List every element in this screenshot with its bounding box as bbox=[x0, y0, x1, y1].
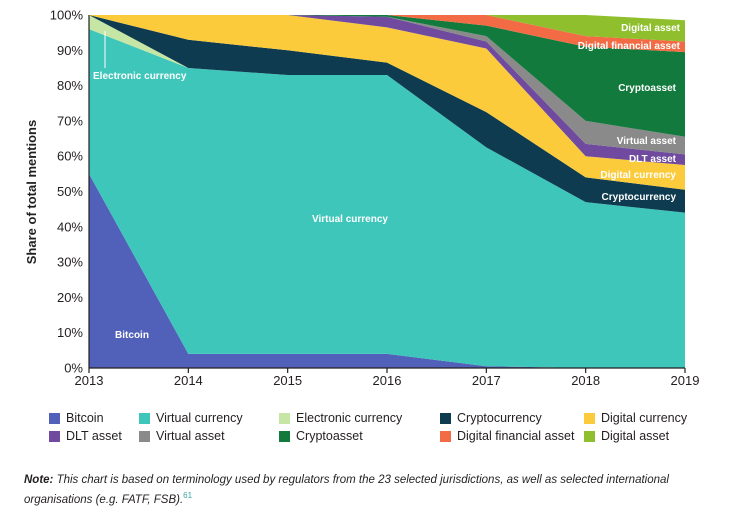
y-tick-label: 0% bbox=[64, 361, 83, 376]
y-tick-label: 40% bbox=[57, 219, 83, 234]
legend-item-digital-financial-asset: Digital financial asset bbox=[440, 429, 574, 443]
legend-item-virtual-asset: Virtual asset bbox=[139, 429, 225, 443]
legend-item-digital-asset: Digital asset bbox=[584, 429, 669, 443]
area-virtual-asset bbox=[89, 15, 685, 155]
legend-label: Digital asset bbox=[601, 429, 670, 443]
area-label-digital-asset: Digital asset bbox=[621, 23, 681, 34]
y-tick-label: 70% bbox=[57, 113, 83, 128]
legend-swatch bbox=[440, 412, 451, 424]
area-digital-financial-asset bbox=[89, 15, 685, 53]
legend-item-virtual-currency: Virtual currency bbox=[139, 411, 243, 425]
y-tick-label: 60% bbox=[57, 149, 83, 164]
legend-swatch bbox=[584, 430, 595, 442]
legend-item-dlt-asset: DLT asset bbox=[49, 429, 122, 443]
legend-label: Digital financial asset bbox=[457, 429, 575, 443]
legend-swatch bbox=[139, 430, 150, 442]
y-tick-label: 30% bbox=[57, 255, 83, 270]
legend-label: Electronic currency bbox=[296, 411, 403, 425]
legend-item-bitcoin: Bitcoin bbox=[49, 411, 104, 425]
chart-areas bbox=[89, 15, 685, 369]
area-label-virtual-asset: Virtual asset bbox=[617, 136, 677, 147]
area-label-electronic-currency: Electronic currency bbox=[93, 71, 187, 82]
chart-note: Note: This chart is based on terminology… bbox=[24, 473, 724, 508]
area-cryptocurrency bbox=[89, 15, 685, 213]
area-bitcoin bbox=[89, 173, 685, 368]
legend-item-electronic-currency: Electronic currency bbox=[279, 411, 402, 425]
y-tick-label: 90% bbox=[57, 43, 83, 58]
legend-label: Virtual currency bbox=[156, 411, 243, 425]
area-virtual-currency bbox=[89, 29, 685, 369]
area-cryptoasset bbox=[89, 15, 685, 137]
legend-swatch bbox=[584, 412, 595, 424]
legend-label: Cryptoasset bbox=[296, 429, 363, 443]
legend-label: Cryptocurrency bbox=[457, 411, 542, 425]
legend-swatch bbox=[279, 412, 290, 424]
legend-item-digital-currency: Digital currency bbox=[584, 411, 687, 425]
area-label-digital-currency: Digital currency bbox=[600, 170, 676, 181]
x-tick-label: 2013 bbox=[75, 373, 104, 388]
x-tick-label: 2019 bbox=[671, 373, 700, 388]
area-label-dlt-asset: DLT asset bbox=[629, 154, 677, 165]
x-tick-label: 2016 bbox=[373, 373, 402, 388]
note-text: This chart is based on terminology used … bbox=[24, 474, 669, 506]
legend-swatch bbox=[440, 430, 451, 442]
area-digital-asset bbox=[89, 15, 685, 42]
note-prefix: Note: bbox=[24, 474, 54, 486]
legend-label: Virtual asset bbox=[156, 429, 225, 443]
x-tick-label: 2017 bbox=[472, 373, 501, 388]
legend-swatch bbox=[279, 430, 290, 442]
legend-label: Bitcoin bbox=[66, 411, 104, 425]
chart-area-labels: Bitcoin Virtual currency Electronic curren… bbox=[93, 23, 681, 341]
area-label-bitcoin: Bitcoin bbox=[115, 330, 149, 341]
legend-label: Digital currency bbox=[601, 411, 688, 425]
area-digital-currency bbox=[89, 15, 685, 190]
area-dlt-asset bbox=[89, 15, 685, 166]
area-label-cryptoasset: Cryptoasset bbox=[618, 83, 676, 94]
area-label-cryptocurrency: Cryptocurrency bbox=[602, 192, 677, 203]
note-footnote: 61 bbox=[183, 491, 193, 500]
y-axis-title: Share of total mentions bbox=[24, 120, 39, 264]
x-tick-label: 2018 bbox=[571, 373, 600, 388]
y-tick-label: 20% bbox=[57, 290, 83, 305]
legend-item-cryptocurrency: Cryptocurrency bbox=[440, 411, 542, 425]
legend-swatch bbox=[49, 412, 60, 424]
y-tick-label: 10% bbox=[57, 325, 83, 340]
chart-axes: 0% 10% 20% 30% 40% 50% 60% 70% 80% 90% 100% 2013 201… bbox=[50, 8, 700, 389]
x-tick-label: 2015 bbox=[273, 373, 302, 388]
x-tick-label: 2014 bbox=[174, 373, 203, 388]
legend-swatch bbox=[49, 430, 60, 442]
legend-swatch bbox=[139, 412, 150, 424]
area-label-digital-financial-asset: Digital financial asset bbox=[578, 41, 681, 52]
y-tick-label: 100% bbox=[50, 8, 84, 23]
y-tick-label: 50% bbox=[57, 184, 83, 199]
legend-item-cryptoasset: Cryptoasset bbox=[279, 429, 363, 443]
area-label-virtual-currency: Virtual currency bbox=[312, 214, 388, 225]
y-tick-label: 80% bbox=[57, 78, 83, 93]
legend-label: DLT asset bbox=[66, 429, 122, 443]
